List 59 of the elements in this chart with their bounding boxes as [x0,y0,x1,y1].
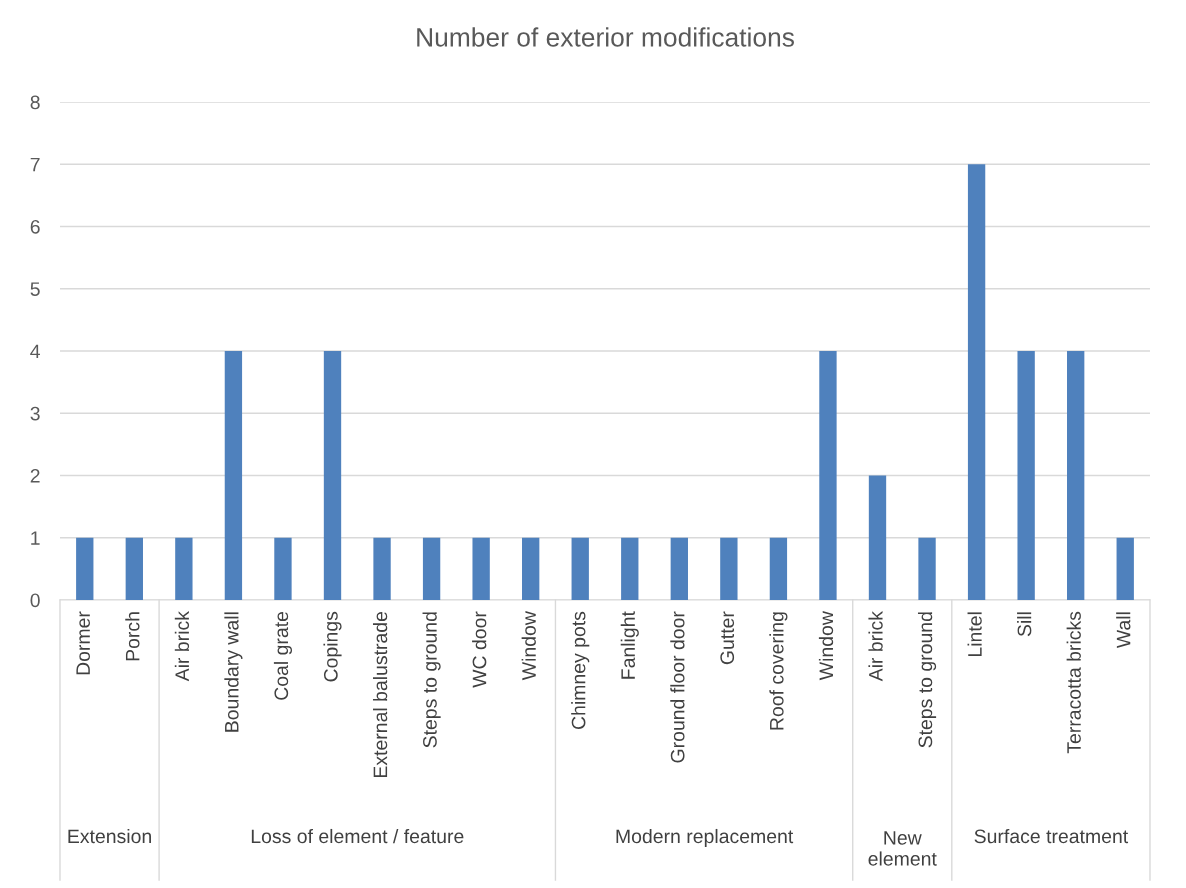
text: New element [868,831,937,866]
bar [1116,537,1134,600]
x-tick-label: Ground floor door [670,611,685,763]
bar [720,537,738,600]
y-tick-label: 4 [30,344,40,359]
bar [175,537,193,600]
bar [819,351,837,600]
x-tick-label: Steps to ground [422,612,441,748]
x-tick-label: Boundary wall [224,612,243,732]
y-tick-label: 3 [30,406,40,421]
text: Loss of element / feature [251,828,464,844]
x-tick-label: Gutter [720,611,735,665]
bar [224,351,243,600]
x-tick-label: Steps to ground [917,612,937,748]
bar [670,537,688,600]
bar [422,537,441,600]
x-tick-label: Window [818,611,834,681]
x-tick-label: Copings [323,611,342,682]
bar [769,537,788,600]
bar [868,475,887,600]
bar [571,537,589,600]
bar [918,537,936,600]
x-tick-label: Dormer [76,611,90,675]
x-tick-label: Porch [125,612,140,661]
chart-title: Number of exterior modifications [417,27,794,47]
y-tick-label: 1 [31,531,40,545]
bar [967,164,986,600]
y-tick-label: 5 [30,282,40,296]
x-tick-label: Sill [1017,612,1032,637]
y-tick-label: 0 [30,593,40,608]
bar [76,537,94,600]
bar [472,537,490,600]
x-tick-label: Wall [1116,612,1131,649]
y-tick-label: 2 [30,468,40,483]
x-tick-label: Coal grate [273,611,293,700]
bar [373,537,391,600]
bar [323,351,342,600]
bar [621,537,639,600]
bar [274,537,292,600]
x-tick-label: Terracotta bricks [1066,611,1081,754]
y-tick-label: 6 [30,219,40,234]
bar [1017,351,1035,600]
x-tick-label: Air brick [174,611,190,682]
x-tick-label: Lintel [967,612,982,656]
text: Surface treatment [974,828,1129,844]
bar [1067,351,1085,600]
x-tick-label: Air brick [868,611,883,682]
x-tick-label: Chimney pots [571,611,590,729]
y-tick-label: 7 [30,157,40,172]
text: Extension [68,828,151,844]
text: Modern replacement [616,828,794,848]
x-tick-label: Window [521,611,536,681]
bar [125,537,143,600]
bar [522,537,540,600]
x-tick-label: WC door [472,611,487,688]
x-tick-label: External balustrade [372,611,388,778]
x-tick-label: Fanlight [620,611,639,679]
y-tick-label: 8 [30,95,40,110]
x-tick-label: Roof covering [769,612,788,730]
